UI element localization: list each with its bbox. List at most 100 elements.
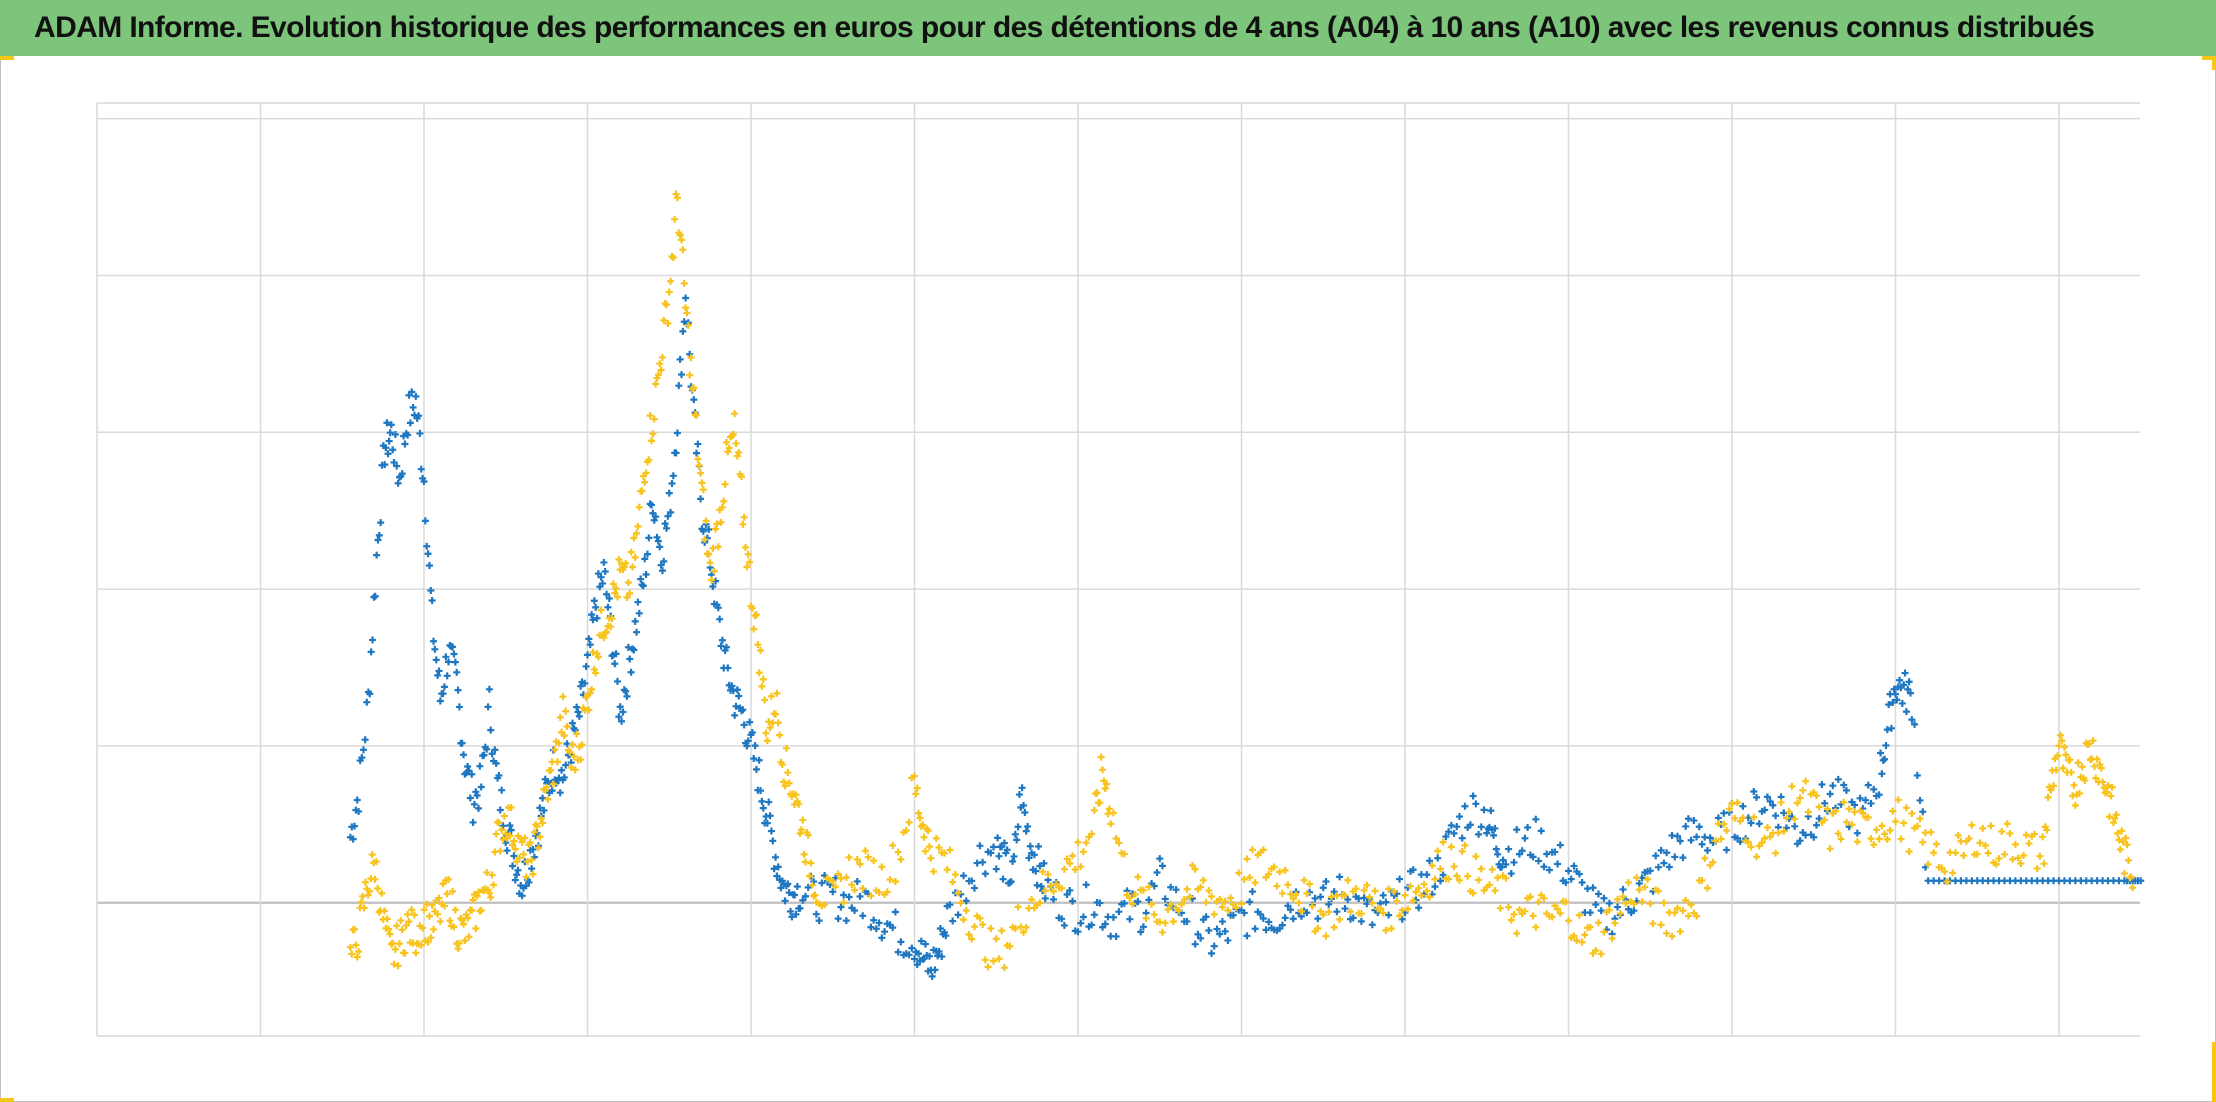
series-0-marker — [931, 966, 939, 974]
series-0-marker — [1000, 839, 1008, 847]
series-0-marker — [810, 878, 818, 886]
series-1-marker — [499, 835, 507, 843]
series-0-marker — [682, 294, 690, 302]
series-1-marker — [943, 866, 951, 874]
series-1-marker — [851, 886, 859, 894]
series-0-marker — [770, 865, 778, 873]
series-1-marker — [1330, 923, 1338, 931]
series-1-marker — [1744, 838, 1752, 846]
series-1-marker — [642, 469, 650, 477]
series-0-marker — [594, 570, 602, 578]
series-0-marker — [1605, 899, 1613, 907]
series-1-marker — [1243, 855, 1251, 863]
series-0-marker — [672, 449, 680, 457]
series-1-marker — [1848, 821, 1856, 829]
series-0-marker — [434, 671, 442, 679]
series-1-marker — [521, 834, 529, 842]
series-0-marker — [1498, 863, 1506, 871]
series-0-marker — [634, 598, 642, 606]
series-0-marker — [1565, 867, 1572, 875]
series-1-marker — [1864, 813, 1872, 821]
series-0-marker — [485, 685, 493, 693]
series-0-marker — [773, 872, 781, 880]
series-1-marker — [806, 872, 814, 880]
series-1-marker — [1387, 925, 1395, 933]
series-1-marker — [556, 713, 564, 721]
series-1-marker — [797, 826, 805, 834]
series-0-marker — [751, 742, 759, 750]
series-1-marker — [424, 938, 432, 946]
series-0-marker — [1890, 685, 1898, 693]
series-1-marker — [1461, 841, 1469, 849]
series-1-marker — [451, 906, 459, 914]
series-1-marker — [385, 925, 393, 933]
series-0-marker — [1480, 806, 1488, 814]
series-1-marker — [748, 604, 756, 612]
corner-mark-bottom-left — [0, 1098, 14, 1102]
series-0-marker — [663, 524, 671, 532]
series-1-marker — [1941, 868, 1949, 876]
series-1-marker — [664, 319, 672, 327]
series-1-marker — [1360, 886, 1368, 894]
series-0-marker — [483, 745, 491, 753]
series-0-marker — [724, 664, 732, 672]
series-0-marker — [1183, 917, 1191, 925]
series-1-marker — [1052, 880, 1060, 888]
series-1-marker — [1951, 849, 1959, 857]
series-1-marker — [2060, 743, 2068, 751]
series-1-marker — [840, 899, 848, 907]
series-1-marker — [1058, 884, 1066, 892]
series-1-marker — [526, 838, 534, 846]
series-0-marker — [722, 643, 730, 651]
series-1-marker — [436, 917, 444, 925]
series-1-marker — [1366, 893, 1374, 901]
series-0-marker — [872, 925, 880, 933]
series-0-marker — [1652, 852, 1660, 860]
series-0-marker — [1319, 884, 1327, 892]
series-1-marker — [1758, 839, 1766, 847]
series-0-marker — [667, 508, 675, 516]
series-0-marker — [1032, 867, 1040, 875]
series-1-marker — [1371, 887, 1379, 895]
series-1-marker — [1644, 875, 1652, 883]
series-1-marker — [638, 487, 646, 495]
series-1-marker — [1077, 863, 1085, 871]
series-1-marker — [2110, 819, 2117, 827]
series-1-marker — [742, 543, 750, 551]
series-1-marker — [686, 371, 694, 379]
series-0-marker — [732, 702, 740, 710]
series-1-marker — [1409, 897, 1417, 905]
series-1-marker — [560, 732, 568, 740]
series-0-marker — [1665, 863, 1673, 871]
series-0-marker — [1851, 801, 1859, 809]
series-1-marker — [2119, 838, 2127, 846]
series-1-marker — [1105, 805, 1113, 813]
series-1-marker — [1919, 838, 1927, 846]
series-1-marker — [635, 503, 643, 511]
series-0-marker — [1082, 881, 1090, 889]
series-0-marker — [498, 786, 506, 794]
series-0-marker — [1025, 854, 1033, 862]
series-1-marker — [1671, 909, 1679, 917]
series-1-marker — [2070, 781, 2078, 789]
series-1-marker — [609, 580, 617, 588]
series-1-marker — [1701, 854, 1709, 862]
corner-mark-top-right — [2202, 56, 2216, 60]
series-1-marker — [1319, 911, 1327, 919]
series-1-marker — [1161, 919, 1169, 927]
series-0-marker — [470, 800, 478, 808]
series-1-marker — [1859, 809, 1867, 817]
series-1-marker — [772, 710, 780, 718]
series-1-marker — [915, 809, 923, 817]
series-1-marker — [752, 611, 760, 619]
series-0-marker — [1259, 915, 1267, 923]
series-0-marker — [999, 875, 1007, 883]
series-1-marker — [1723, 827, 1731, 835]
series-1-marker — [705, 550, 713, 558]
series-1-marker — [1633, 874, 1641, 882]
series-1-marker — [1515, 906, 1523, 914]
series-1-marker — [1382, 926, 1390, 934]
series-0-marker — [381, 461, 389, 469]
series-0-marker — [412, 392, 420, 400]
series-0-marker — [586, 641, 594, 649]
